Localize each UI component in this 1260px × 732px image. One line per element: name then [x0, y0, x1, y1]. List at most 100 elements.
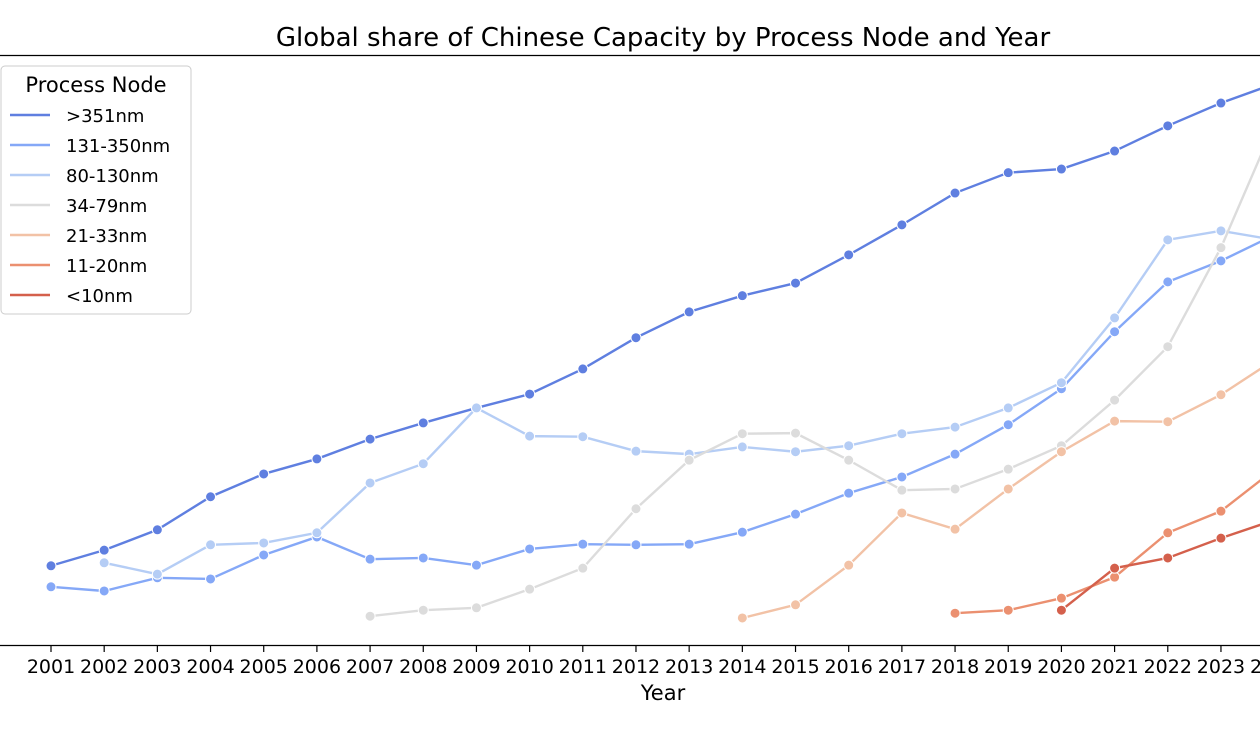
data-point: [470, 559, 482, 571]
data-point: [896, 471, 908, 483]
data-point: [949, 448, 961, 460]
data-point: [1109, 145, 1121, 157]
data-point: [311, 453, 323, 465]
data-point: [524, 430, 536, 442]
x-tick-label: 2003: [133, 656, 181, 678]
data-point: [790, 427, 802, 439]
data-point: [470, 402, 482, 414]
data-point: [683, 454, 695, 466]
data-point: [790, 599, 802, 611]
data-point: [630, 503, 642, 515]
legend-entry: <10nm: [66, 286, 133, 307]
data-point: [151, 524, 163, 536]
x-tick-label: 2006: [293, 656, 341, 678]
data-point: [843, 454, 855, 466]
data-point: [1055, 592, 1067, 604]
data-point: [98, 544, 110, 556]
data-point: [736, 526, 748, 538]
data-point: [896, 219, 908, 231]
data-point: [1109, 562, 1121, 574]
data-point: [843, 440, 855, 452]
x-tick-label: 2004: [186, 656, 234, 678]
x-tick-label: 2011: [559, 656, 607, 678]
data-point: [1215, 505, 1227, 517]
data-point: [1215, 532, 1227, 544]
legend-entry: 11-20nm: [66, 256, 147, 277]
x-tick-label: 2016: [825, 656, 873, 678]
data-point: [1002, 167, 1014, 179]
series-line-0: [50, 87, 1260, 567]
x-tick-label: 2019: [984, 656, 1032, 678]
data-point: [1055, 604, 1067, 616]
x-axis-label: Year: [640, 681, 686, 705]
data-point: [45, 581, 57, 593]
data-point: [205, 539, 217, 551]
data-point: [1215, 389, 1227, 401]
x-tick-label: 2015: [771, 656, 819, 678]
x-tick-label: 2002: [80, 656, 128, 678]
data-point: [843, 249, 855, 261]
data-point: [417, 458, 429, 470]
legend: Process Node >351nm 131-350nm 80-130nm 34-7…: [0, 65, 192, 315]
x-tick-label: 2005: [240, 656, 288, 678]
x-tick-label: 2012: [612, 656, 660, 678]
data-point: [1055, 163, 1067, 175]
data-point: [1162, 416, 1174, 428]
series-line-1: [50, 240, 1260, 593]
data-point: [1162, 276, 1174, 288]
data-point: [311, 527, 323, 539]
data-point: [470, 602, 482, 614]
legend-entry: >351nm: [66, 106, 144, 127]
x-tick-label: 2017: [878, 656, 926, 678]
data-point: [417, 417, 429, 429]
data-point: [364, 610, 376, 622]
x-tick-label: 2024: [1250, 656, 1260, 678]
data-point: [949, 187, 961, 199]
data-point: [683, 306, 695, 318]
data-point: [364, 433, 376, 445]
legend-title: Process Node: [25, 73, 166, 97]
data-point: [1109, 394, 1121, 406]
x-tick-label: 2014: [718, 656, 766, 678]
series-line-4: [742, 367, 1260, 620]
data-point: [843, 559, 855, 571]
data-point: [949, 421, 961, 433]
x-tick-label: 2021: [1090, 656, 1138, 678]
data-point: [417, 552, 429, 564]
data-point: [683, 538, 695, 550]
data-point: [630, 539, 642, 551]
data-point: [577, 562, 589, 574]
data-point: [896, 428, 908, 440]
legend-entry: 131-350nm: [66, 136, 170, 157]
data-point: [1002, 419, 1014, 431]
legend-entry: 21-33nm: [66, 226, 147, 247]
x-tick-label: 2007: [346, 656, 394, 678]
series-line-3: [369, 154, 1260, 618]
data-point: [258, 549, 270, 561]
series-line-6: [1060, 523, 1260, 612]
data-point: [1109, 571, 1121, 583]
data-point: [98, 585, 110, 597]
series-line-2: [103, 229, 1260, 576]
data-point: [736, 612, 748, 624]
data-point: [949, 483, 961, 495]
x-tick-label: 2009: [452, 656, 500, 678]
x-tick-label: 2001: [27, 656, 75, 678]
series-group: [45, 87, 1260, 624]
data-point: [949, 607, 961, 619]
x-tick-label: 2018: [931, 656, 979, 678]
data-point: [1109, 415, 1121, 427]
data-point: [205, 491, 217, 503]
x-tick-label: 2008: [399, 656, 447, 678]
data-point: [736, 290, 748, 302]
data-point: [896, 507, 908, 519]
data-point: [45, 560, 57, 572]
data-point: [1162, 527, 1174, 539]
data-point: [1162, 120, 1174, 132]
data-point: [1162, 234, 1174, 246]
data-point: [577, 431, 589, 443]
data-point: [258, 537, 270, 549]
data-point: [1002, 483, 1014, 495]
data-point: [1002, 463, 1014, 475]
